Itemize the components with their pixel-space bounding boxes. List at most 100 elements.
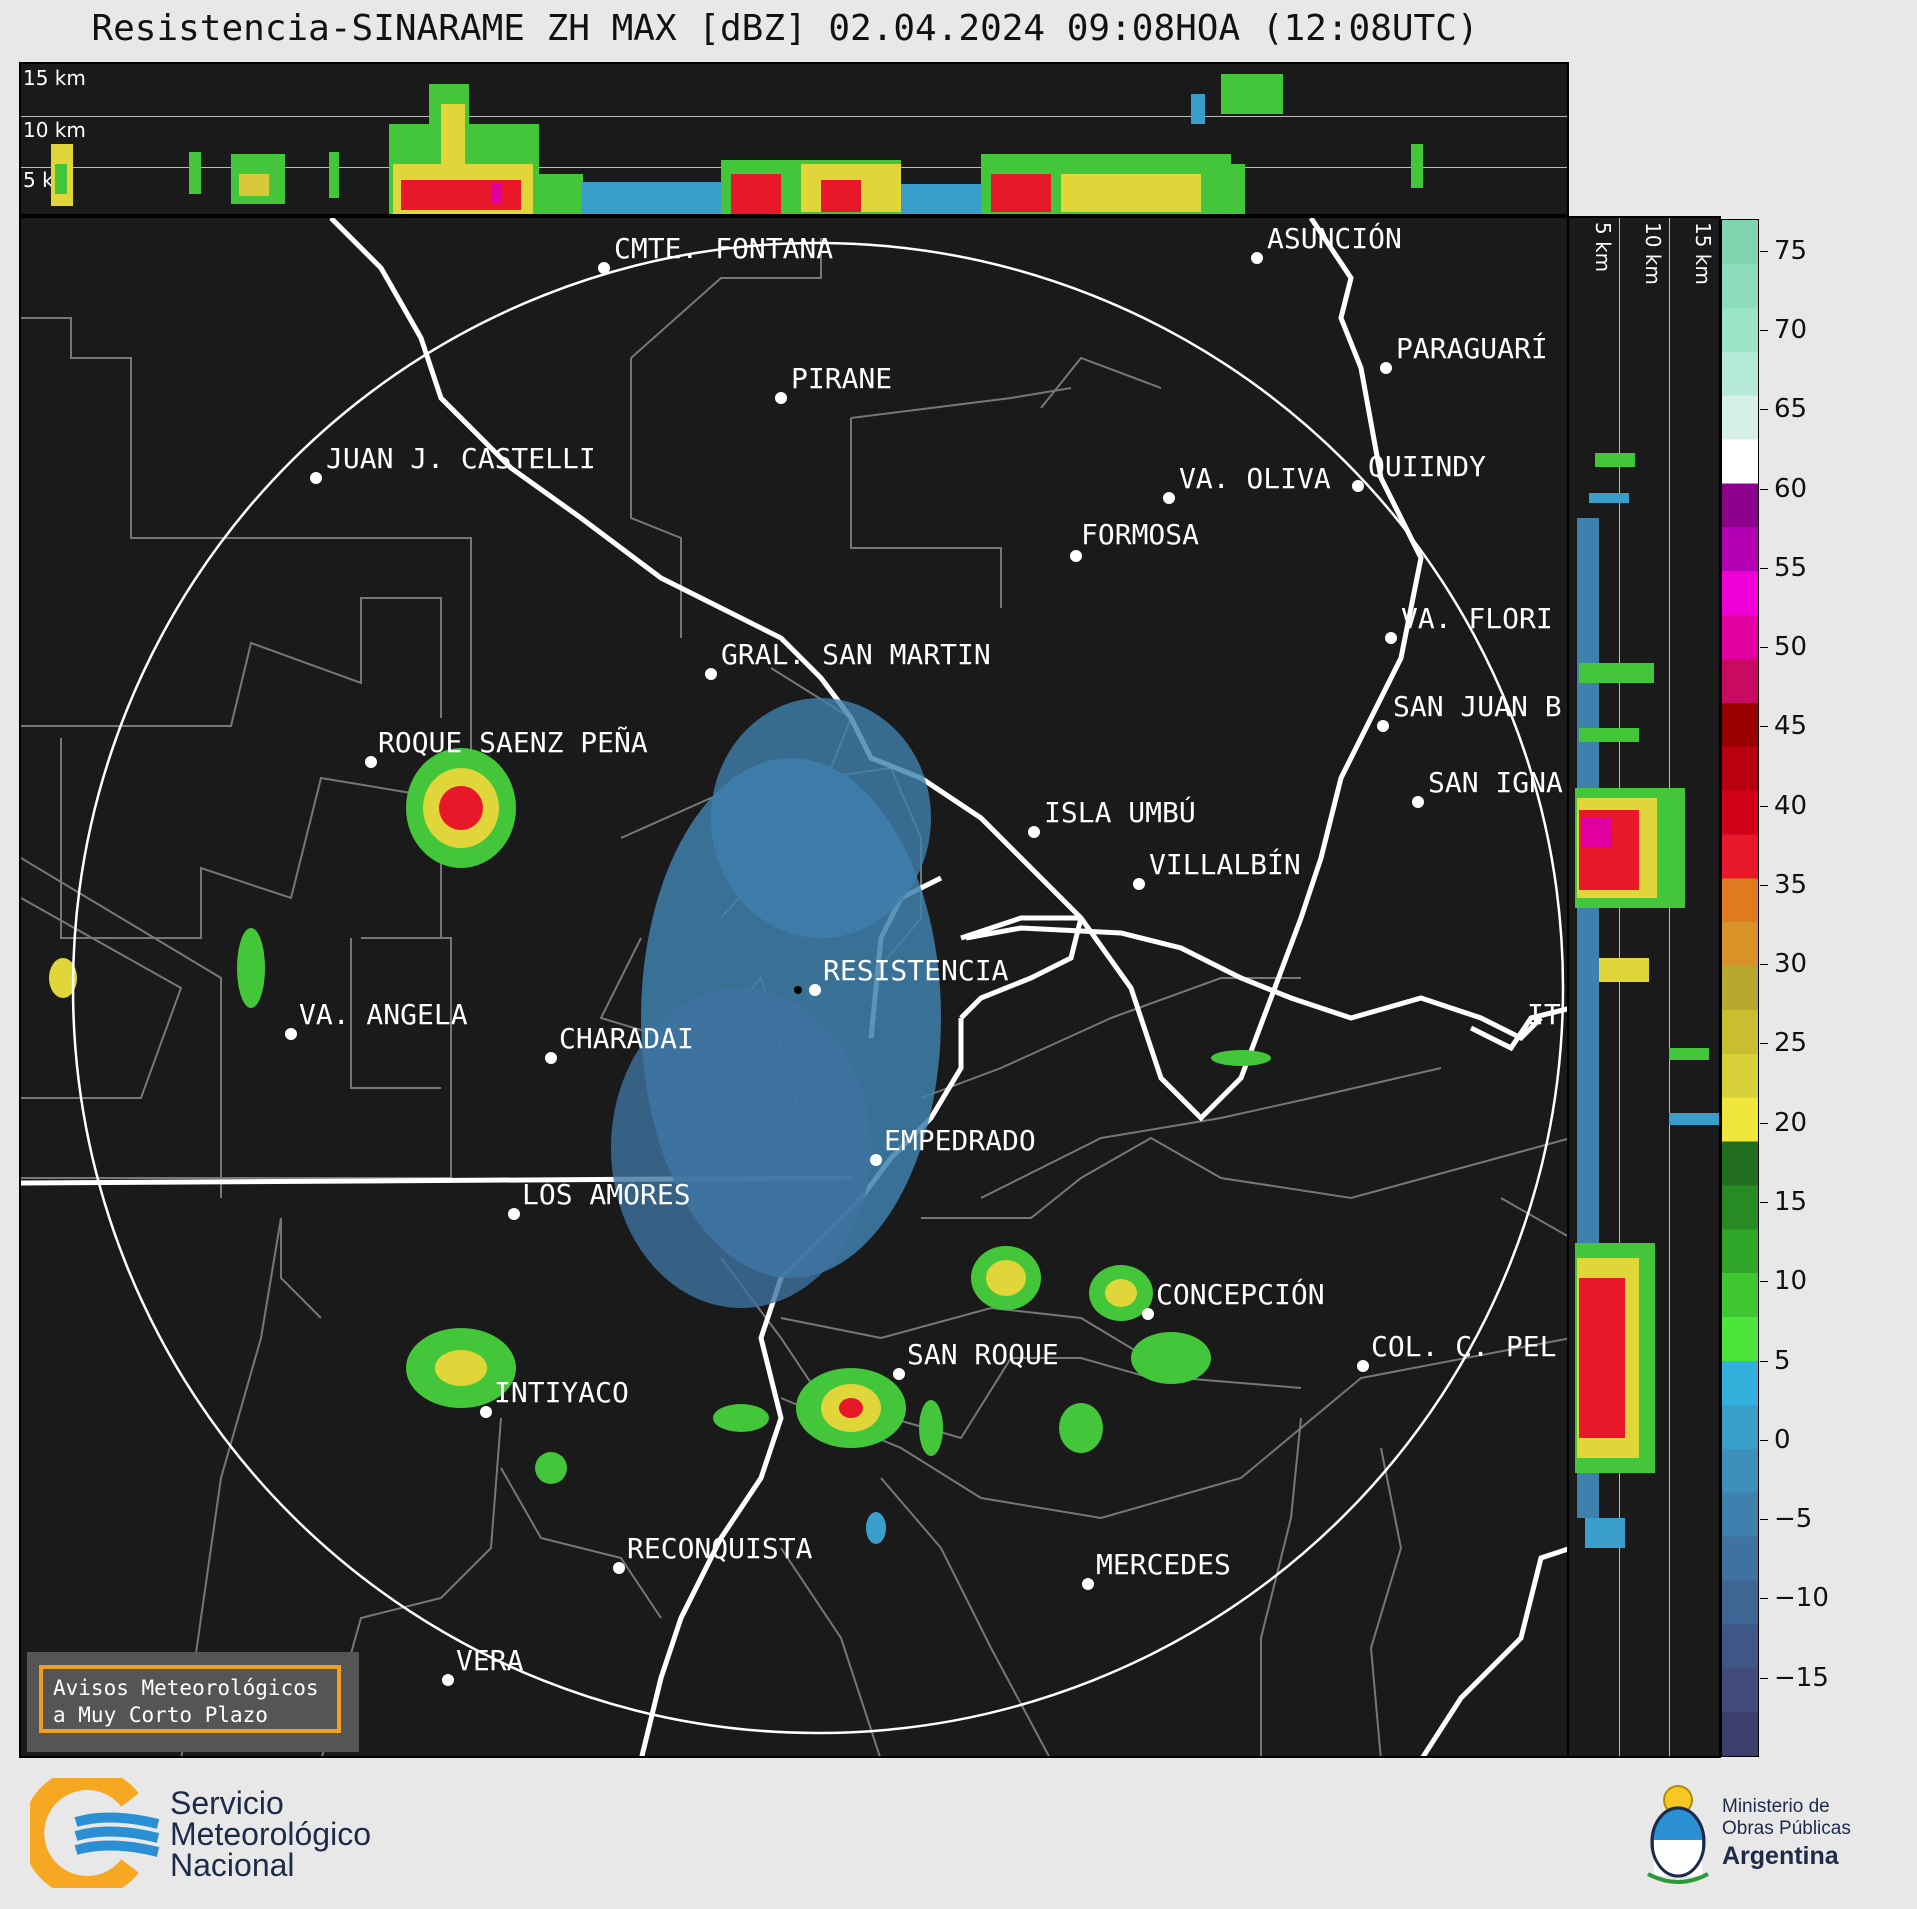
ministry-line-1: Ministerio de — [1722, 1796, 1830, 1817]
smn-line-3: Nacional — [170, 1847, 295, 1883]
colorbar-tick — [1760, 1202, 1768, 1204]
colorbar-tick-label: 65 — [1774, 394, 1808, 425]
colorbar-tick — [1760, 488, 1768, 490]
colorbar-tick-label: 15 — [1774, 1187, 1808, 1218]
colorbar-tick-label: 45 — [1774, 711, 1808, 742]
colorbar-tick — [1760, 1360, 1768, 1362]
right-echoes — [1575, 453, 1719, 1548]
city-label: FORMOSA — [1081, 518, 1199, 551]
city-label: VA. ANGELA — [299, 998, 468, 1031]
city-label: ROQUE SAENZ PEÑA — [378, 725, 648, 759]
top-cross-section-panel: 15 km 10 km 5 km — [19, 62, 1569, 216]
right-label-10km: 10 km — [1641, 222, 1665, 285]
city-label: CHARADAI — [559, 1022, 694, 1055]
right-label-15km: 15 km — [1691, 222, 1715, 285]
colorbar-tick-label: 60 — [1774, 473, 1808, 504]
colorbar-tick-label: −15 — [1774, 1662, 1829, 1693]
colorbar-tick — [1760, 409, 1768, 411]
warning-line-2: a Muy Corto Plazo — [53, 1703, 268, 1727]
city-label: JUAN J. CASTELLI — [326, 442, 596, 475]
colorbar-tick — [1760, 1122, 1768, 1124]
colorbar-tick-label: 0 — [1774, 1424, 1791, 1455]
colorbar-tick — [1760, 1281, 1768, 1283]
city-label: VILLALBÍN — [1149, 847, 1301, 881]
city-label: ISLA UMBÚ — [1044, 795, 1196, 829]
city-label: INTIYACO — [494, 1376, 629, 1409]
colorbar-tick — [1760, 1519, 1768, 1521]
top-echoes — [51, 74, 1423, 214]
smn-line-2: Meteorológico — [170, 1816, 371, 1852]
city-label: PIRANE — [791, 362, 892, 395]
city-label: LOS AMORES — [522, 1178, 691, 1211]
city-label: SAN IGNA — [1428, 766, 1563, 799]
colorbar-tick-label: −10 — [1774, 1583, 1829, 1614]
smn-logo-icon — [30, 1778, 160, 1888]
colorbar-tick-label: 10 — [1774, 1266, 1808, 1297]
warning-link[interactable]: Avisos Meteorológicos a Muy Corto Plazo — [39, 1665, 341, 1733]
ministry-line-3: Argentina — [1722, 1842, 1839, 1870]
right-10km-gridline — [1669, 218, 1670, 1756]
colorbar-tick-label: 70 — [1774, 314, 1808, 345]
city-label: EMPEDRADO — [884, 1124, 1036, 1157]
colorbar-tick — [1760, 250, 1768, 252]
dbz-colorbar — [1721, 219, 1759, 1757]
range-ring — [71, 241, 1565, 1735]
ministry-text: Ministerio de Obras Públicas Argentina — [1722, 1796, 1851, 1872]
city-label: MERCEDES — [1096, 1548, 1231, 1581]
colorbar-tick-label: 40 — [1774, 790, 1808, 821]
top-label-15km: 15 km — [23, 66, 86, 90]
city-label: CONCEPCIÓN — [1156, 1277, 1325, 1311]
city-label: VERA — [456, 1644, 524, 1677]
colorbar-tick-label: 20 — [1774, 1107, 1808, 1138]
city-label: ASUNCIÓN — [1267, 221, 1402, 255]
right-label-5km: 5 km — [1591, 222, 1615, 273]
colorbar-tick — [1760, 1598, 1768, 1600]
warning-box[interactable]: Avisos Meteorológicos a Muy Corto Plazo — [27, 1652, 359, 1752]
right-5km-gridline — [1619, 218, 1620, 1756]
city-label: VA. OLIVA — [1179, 462, 1331, 495]
smn-logo-text: Servicio Meteorológico Nacional — [170, 1785, 371, 1883]
colorbar-tick-label: 35 — [1774, 869, 1808, 900]
radar-echoes — [49, 698, 1271, 1544]
city-label: SAN JUAN B — [1393, 690, 1562, 723]
colorbar-tick-label: 30 — [1774, 949, 1808, 980]
coat-of-arms-icon — [1647, 1785, 1709, 1884]
city-label: IT — [1527, 998, 1561, 1031]
ministry-line-2: Obras Públicas — [1722, 1818, 1851, 1839]
map-title: Resistencia-SINARAME ZH MAX [dBZ] 02.04.… — [91, 8, 1479, 49]
city-label: RESISTENCIA — [823, 954, 1009, 987]
city-label: VA. FLORI — [1401, 602, 1553, 635]
colorbar-tick — [1760, 805, 1768, 807]
colorbar-tick — [1760, 647, 1768, 649]
right-cross-section-panel: 5 km 10 km 15 km — [1569, 216, 1721, 1758]
colorbar-tick-label: 75 — [1774, 235, 1808, 266]
colorbar-tick — [1760, 964, 1768, 966]
top-label-10km: 10 km — [23, 118, 86, 142]
colorbar-tick-label: 5 — [1774, 1345, 1791, 1376]
city-label: SAN ROQUE — [907, 1338, 1059, 1371]
colorbar-tick — [1760, 567, 1768, 569]
colorbar-tick-label: 55 — [1774, 552, 1808, 583]
city-label: COL. C. PEL — [1371, 1330, 1556, 1363]
colorbar-tick — [1760, 1439, 1768, 1441]
city-label: CMTE. FONTANA — [614, 232, 833, 265]
city-label: GRAL. SAN MARTIN — [721, 638, 991, 671]
smn-line-1: Servicio — [170, 1785, 284, 1821]
warning-line-1: Avisos Meteorológicos — [53, 1676, 319, 1700]
top-10km-gridline — [21, 116, 1567, 117]
colorbar-tick-label: 25 — [1774, 1028, 1808, 1059]
city-label: QUIINDY — [1368, 450, 1486, 483]
colorbar-tick — [1760, 1043, 1768, 1045]
colorbar-tick-label: −5 — [1774, 1504, 1813, 1535]
colorbar-tick — [1760, 329, 1768, 331]
city-markers — [285, 252, 1424, 1686]
city-label: RECONQUISTA — [627, 1532, 813, 1565]
city-label: PARAGUARÍ — [1396, 331, 1548, 365]
colorbar-tick-label: 50 — [1774, 632, 1808, 663]
colorbar-tick — [1760, 726, 1768, 728]
radar-map[interactable]: CMTE. FONTANA ASUNCIÓN PIRANE PARAGUARÍ … — [19, 216, 1569, 1758]
radar-map-graphics: CMTE. FONTANA ASUNCIÓN PIRANE PARAGUARÍ … — [21, 218, 1567, 1756]
colorbar-tick — [1760, 884, 1768, 886]
colorbar-tick — [1760, 1677, 1768, 1679]
city-labels: CMTE. FONTANA ASUNCIÓN PIRANE PARAGUARÍ … — [299, 221, 1563, 1677]
